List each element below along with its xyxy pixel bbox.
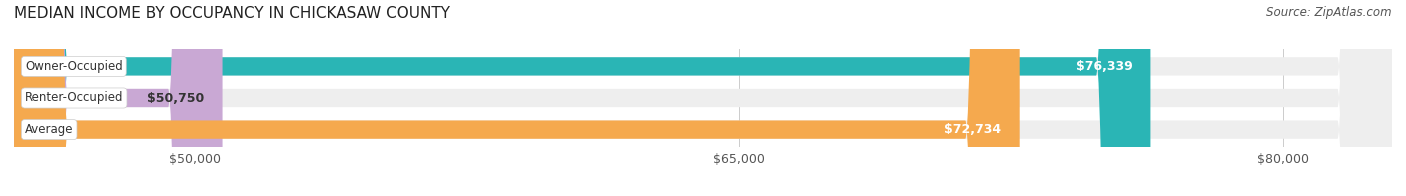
FancyBboxPatch shape <box>14 0 1019 196</box>
FancyBboxPatch shape <box>14 0 1150 196</box>
Text: $50,750: $50,750 <box>148 92 204 104</box>
Text: Owner-Occupied: Owner-Occupied <box>25 60 122 73</box>
Text: $72,734: $72,734 <box>945 123 1001 136</box>
Text: Average: Average <box>25 123 73 136</box>
FancyBboxPatch shape <box>14 0 1392 196</box>
Text: Source: ZipAtlas.com: Source: ZipAtlas.com <box>1267 6 1392 19</box>
Text: $76,339: $76,339 <box>1076 60 1132 73</box>
FancyBboxPatch shape <box>14 0 1392 196</box>
Text: MEDIAN INCOME BY OCCUPANCY IN CHICKASAW COUNTY: MEDIAN INCOME BY OCCUPANCY IN CHICKASAW … <box>14 6 450 21</box>
Text: Renter-Occupied: Renter-Occupied <box>25 92 124 104</box>
FancyBboxPatch shape <box>14 0 222 196</box>
FancyBboxPatch shape <box>14 0 1392 196</box>
